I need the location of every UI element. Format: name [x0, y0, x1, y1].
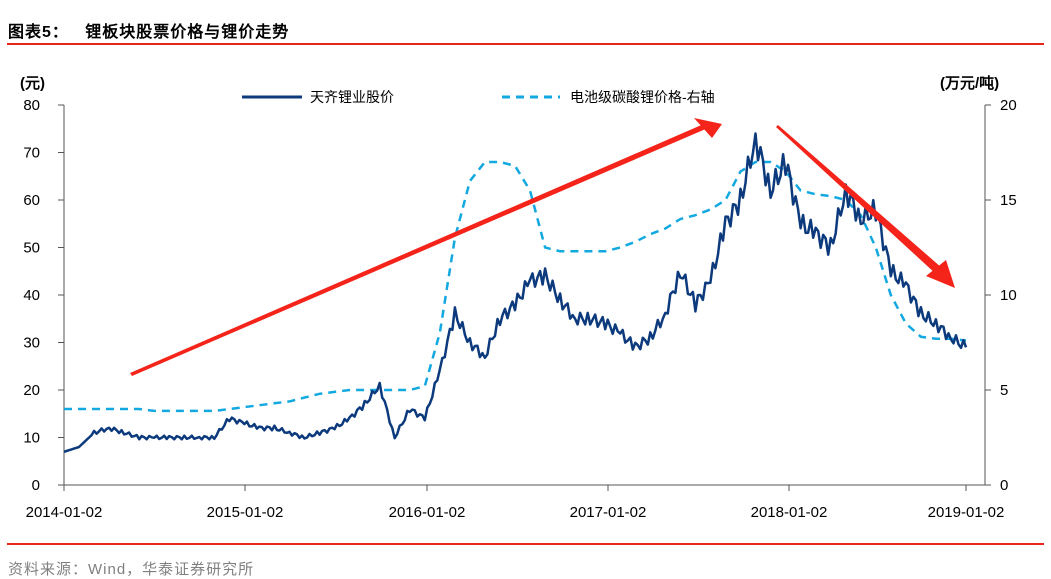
left-tick-label: 70 [23, 145, 40, 162]
source-note: 资料来源：Wind，华泰证券研究所 [8, 561, 255, 578]
left-tick-label: 80 [23, 97, 40, 114]
figure-title-text: 锂板块股票价格与锂价走势 [85, 24, 290, 41]
right-tick-label: 20 [1000, 97, 1017, 114]
x-tick-label: 2019-01-02 [928, 504, 1005, 521]
x-tick-label: 2015-01-02 [207, 504, 284, 521]
figure-title: 图表5： 锂板块股票价格与锂价走势 [8, 18, 289, 42]
legend: 天齐锂业股价 电池级碳酸锂价格-右轴 [242, 89, 715, 105]
title-divider [7, 43, 1044, 45]
x-axis-ticks: 2014-01-02 2015-01-02 2016-01-02 2017-01-02… [26, 485, 1005, 521]
right-tick-label: 15 [1000, 192, 1017, 209]
right-axis-ticks: 0 5 10 15 20 [985, 97, 1017, 494]
left-tick-label: 10 [23, 430, 40, 447]
left-axis-unit: (元) [20, 75, 45, 92]
left-tick-label: 40 [23, 287, 40, 304]
left-tick-label: 50 [23, 240, 40, 257]
right-tick-label: 0 [1000, 477, 1008, 494]
footer-divider [7, 543, 1044, 545]
right-tick-label: 10 [1000, 287, 1017, 304]
left-tick-label: 30 [23, 335, 40, 352]
left-tick-label: 20 [23, 382, 40, 399]
x-tick-label: 2018-01-02 [751, 504, 828, 521]
left-tick-label: 60 [23, 192, 40, 209]
uptrend-arrow [130, 118, 722, 376]
series-stock-price [63, 132, 968, 453]
series-lithium-price [64, 160, 967, 413]
left-axis-ticks: 0 10 20 30 40 50 60 70 80 [23, 97, 64, 494]
right-axis-unit: (万元/吨) [940, 74, 999, 92]
right-tick-label: 5 [1000, 382, 1008, 399]
figure-label: 图表5： [8, 24, 69, 41]
x-tick-label: 2014-01-02 [26, 504, 103, 521]
x-tick-label: 2016-01-02 [389, 504, 466, 521]
legend-label-lithium: 电池级碳酸锂价格-右轴 [570, 89, 715, 105]
downtrend-arrow [776, 125, 955, 288]
legend-label-stock: 天齐锂业股价 [310, 89, 394, 105]
left-tick-label: 0 [32, 477, 40, 494]
x-tick-label: 2017-01-02 [570, 504, 647, 521]
